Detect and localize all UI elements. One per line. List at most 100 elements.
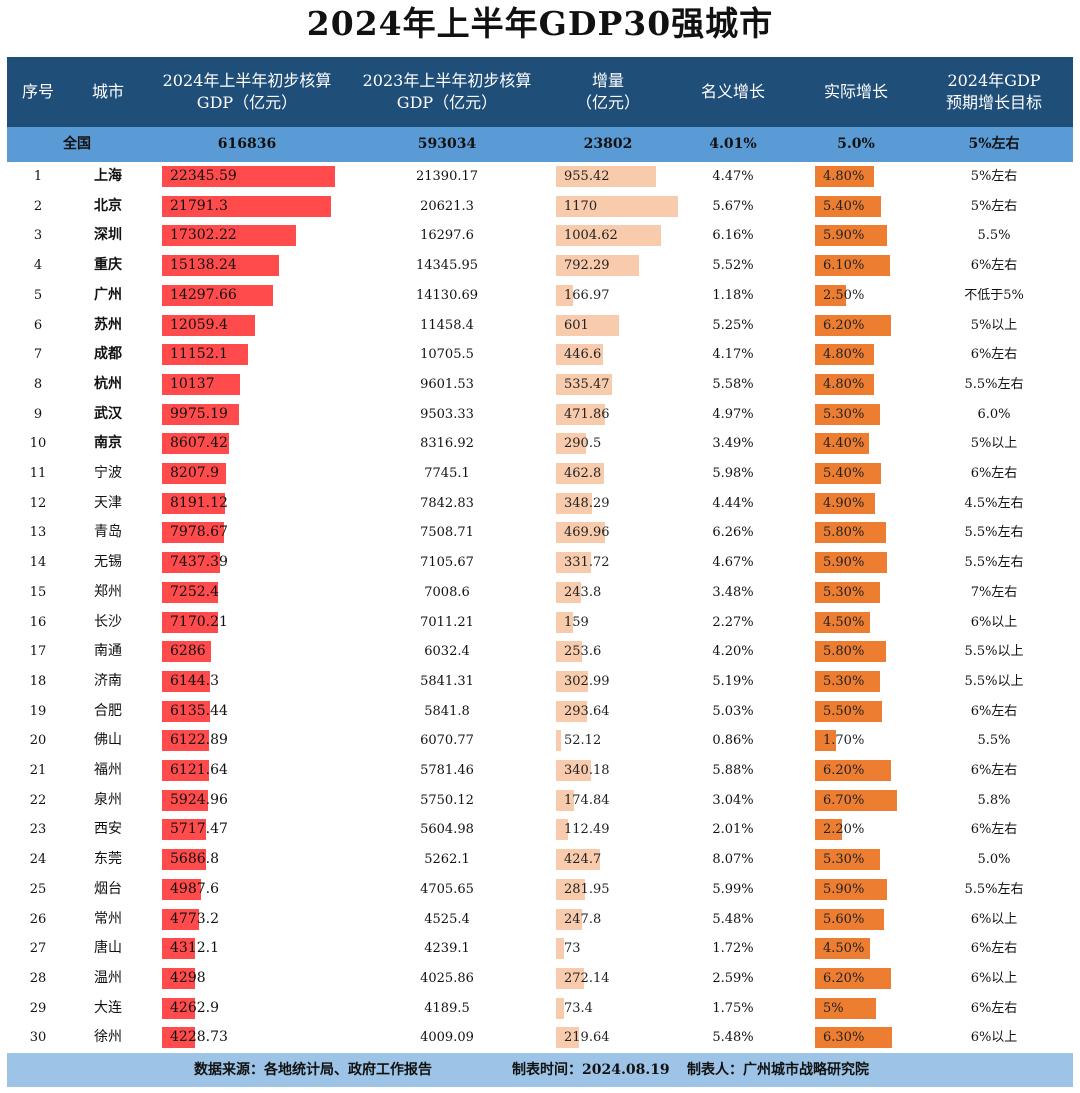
real-growth-bar <box>815 819 842 841</box>
real-growth-bar <box>815 463 882 484</box>
growth-target-cell: 6%左右 <box>970 763 1018 778</box>
gdp2023-cell: 4009.09 <box>420 1030 474 1046</box>
rank-cell: 1 <box>33 169 43 184</box>
city-cell: 东莞 <box>94 851 122 868</box>
real-growth-bar <box>815 730 836 752</box>
city-cell: 烟台 <box>94 880 122 897</box>
gdp2024-value: 15138.24 <box>170 257 237 274</box>
growth-target-cell: 6%以上 <box>970 911 1018 927</box>
rank-cell: 18 <box>29 673 47 689</box>
increase-value: 331.72 <box>564 555 610 571</box>
table-row: 23 西安 5717.47 5604.98 112.49 2.01% 2.20% 6%左右 <box>7 815 1073 845</box>
real-growth-bar <box>815 670 880 692</box>
city-cell: 深圳 <box>94 227 122 244</box>
rank-cell: 5 <box>33 287 43 303</box>
table-row: 16 长沙 7170.21 7011.21 159 2.27% 4.50% 6%以上 <box>7 608 1073 638</box>
gdp2024-value: 4262.9 <box>170 999 219 1016</box>
rank-cell: 24 <box>29 852 47 868</box>
real-growth-value: 4.80% <box>823 376 865 392</box>
increase-bar <box>556 878 586 900</box>
city-cell: 南通 <box>94 643 122 660</box>
gdp2023-cell: 5841.31 <box>420 673 474 689</box>
real-growth-value: 5.30% <box>823 673 865 689</box>
rank-cell: 3 <box>33 228 43 244</box>
table-row: 24 东莞 5686.8 5262.1 424.7 8.07% 5.30% 5.0% <box>7 845 1073 875</box>
nominal-growth-cell: 6.26% <box>712 525 754 541</box>
increase-value: 302.99 <box>564 673 610 689</box>
nominal-growth-cell: 4.47% <box>712 169 754 184</box>
rank-cell: 13 <box>29 525 47 541</box>
nominal-growth-cell: 2.27% <box>712 614 754 630</box>
gdp2024-bar <box>162 522 224 544</box>
rank-cell: 29 <box>29 1000 47 1016</box>
real-growth-bar <box>815 433 869 455</box>
increase-bar <box>556 611 573 633</box>
table-row: 25 烟台 4987.6 4705.65 281.95 5.99% 5.90% 5.5%左右 <box>7 875 1073 905</box>
header-increase: 增量 （亿元） <box>575 71 640 112</box>
gdp2023-cell: 16297.6 <box>420 228 474 244</box>
real-growth-value: 6.20% <box>823 970 865 986</box>
city-cell: 成都 <box>94 346 122 363</box>
real-growth-value: 4.50% <box>823 941 865 957</box>
nominal-growth-cell: 5.25% <box>712 317 754 333</box>
gdp2023-cell: 4025.86 <box>420 970 474 986</box>
rank-cell: 2 <box>33 198 43 214</box>
rank-cell: 23 <box>29 822 47 838</box>
footer-source: 数据来源：各地统计局、政府工作报告 <box>194 1062 432 1078</box>
table-row: 30 徐州 4228.73 4009.09 219.64 5.48% 6.30% 6%以上 <box>7 1023 1073 1053</box>
nominal-growth-cell: 5.88% <box>712 763 754 778</box>
increase-value: 446.6 <box>564 347 602 363</box>
real-growth-value: 6.30% <box>823 1030 865 1046</box>
gdp2024-value: 5717.47 <box>170 821 228 838</box>
rank-cell: 16 <box>29 614 47 630</box>
growth-target-cell: 5%以上 <box>970 436 1018 452</box>
rank-cell: 21 <box>29 763 47 778</box>
increase-bar <box>556 730 562 752</box>
real-growth-value: 6.20% <box>823 317 865 333</box>
table-header: 序号 城市 2024年上半年初步核算 GDP（亿元） 2023年上半年初步核算 … <box>7 57 1073 127</box>
gdp2024-value: 11152.1 <box>170 346 228 363</box>
real-growth-value: 4.80% <box>823 169 865 184</box>
increase-bar <box>556 552 591 574</box>
real-growth-bar <box>815 1027 893 1049</box>
city-cell: 长沙 <box>94 613 122 630</box>
real-growth-bar <box>815 373 874 395</box>
real-growth-value: 5% <box>823 1000 844 1016</box>
increase-value: 73.4 <box>564 1000 593 1016</box>
increase-bar <box>556 284 574 306</box>
gdp2024-bar <box>162 700 210 722</box>
growth-target-cell: 5%左右 <box>970 169 1018 184</box>
gdp2024-value: 6286 <box>170 643 206 660</box>
table-row: 1 上海 22345.59 21390.17 955.42 4.47% 4.80% 5%左右 <box>7 162 1073 192</box>
nominal-growth-cell: 5.03% <box>712 703 754 719</box>
table-row: 4 重庆 15138.24 14345.95 792.29 5.52% 6.10% 6%左右 <box>7 251 1073 281</box>
nominal-growth-cell: 0.86% <box>712 733 754 749</box>
increase-value: 219.64 <box>564 1030 610 1046</box>
gdp2024-bar <box>162 670 210 692</box>
table-row: 29 大连 4262.9 4189.5 73.4 1.75% 5% 6%左右 <box>7 994 1073 1024</box>
gdp2024-bar <box>162 760 210 781</box>
gdp2023-cell: 7508.71 <box>420 525 474 541</box>
growth-target-cell: 6%左右 <box>970 466 1018 481</box>
increase-value: 469.96 <box>564 525 610 541</box>
nominal-growth-cell: 1.75% <box>712 1000 754 1016</box>
growth-target-cell: 5.5%左右 <box>964 555 1024 571</box>
rank-cell: 17 <box>29 644 47 660</box>
nominal-growth-cell: 5.58% <box>712 376 754 392</box>
table-row: 17 南通 6286 6032.4 253.6 4.20% 5.80% 5.5%以上 <box>7 637 1073 667</box>
rank-cell: 22 <box>29 792 47 808</box>
table-row: 11 宁波 8207.9 7745.1 462.8 5.98% 5.40% 6%左右 <box>7 459 1073 489</box>
gdp2024-bar <box>162 225 296 247</box>
real-growth-value: 5.90% <box>823 228 865 244</box>
growth-target-cell: 6.0% <box>977 406 1011 422</box>
table-row: 2 北京 21791.3 20621.3 1170 5.67% 5.40% 5%左右 <box>7 192 1073 222</box>
gdp2024-bar <box>162 938 196 960</box>
increase-bar <box>556 670 588 692</box>
increase-bar <box>556 760 592 781</box>
nominal-growth-cell: 1.18% <box>712 287 754 303</box>
gdp2023-cell: 7011.21 <box>420 614 474 630</box>
table-row: 14 无锡 7437.39 7105.67 331.72 4.67% 5.90% 5.5%左右 <box>7 548 1073 578</box>
city-cell: 无锡 <box>94 554 122 571</box>
gdp2023-cell: 5604.98 <box>420 822 474 838</box>
gdp2024-value: 5686.8 <box>170 851 219 868</box>
